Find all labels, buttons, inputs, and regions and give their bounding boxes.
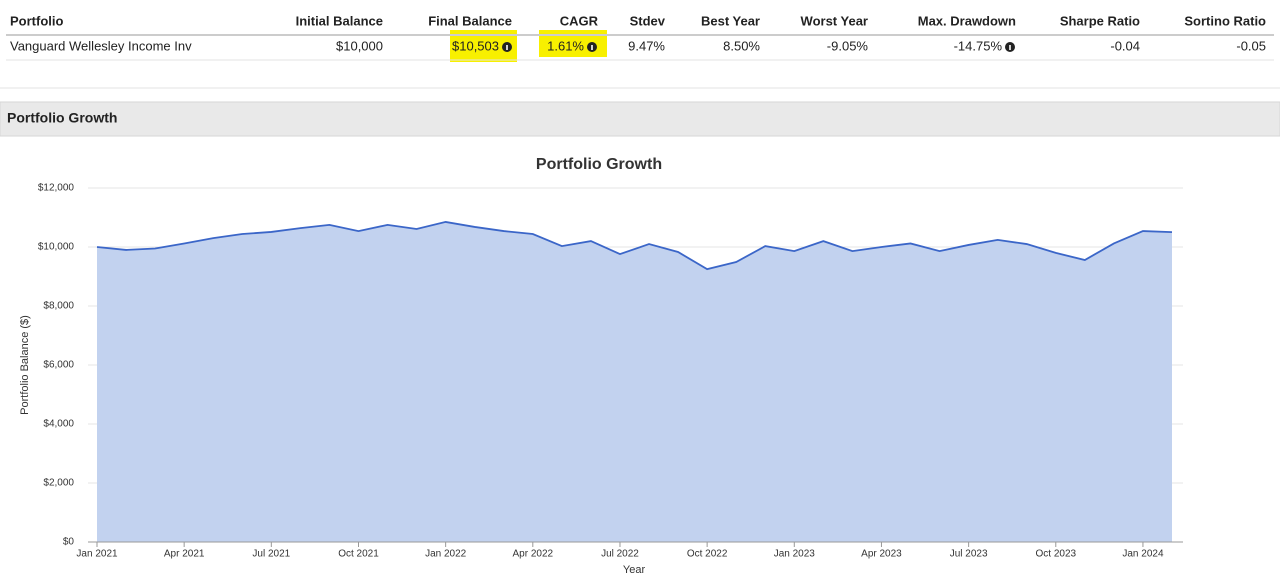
table-cell: -0.04 — [1110, 38, 1140, 53]
column-header: Best Year — [701, 13, 760, 28]
x-tick-label: Jul 2023 — [950, 549, 988, 560]
x-tick-label: Apr 2023 — [861, 549, 902, 560]
y-tick-label: $0 — [63, 537, 75, 548]
column-header: Sharpe Ratio — [1060, 13, 1140, 28]
x-tick-label: Jul 2022 — [601, 549, 639, 560]
section-title: Portfolio Growth — [7, 110, 117, 126]
x-axis-label: Year — [623, 564, 646, 576]
table-cell: 1.61% — [547, 38, 584, 53]
x-tick-label: Jul 2021 — [252, 549, 290, 560]
x-tick-label: Oct 2021 — [338, 549, 379, 560]
y-tick-label: $12,000 — [38, 183, 75, 194]
table-cell: -9.05% — [827, 38, 869, 53]
table-cell: $10,503 — [452, 38, 499, 53]
y-axis-label: Portfolio Balance ($) — [19, 315, 31, 415]
info-icon-glyph — [1009, 45, 1011, 50]
column-header: Final Balance — [428, 13, 512, 28]
info-icon-glyph — [506, 45, 508, 50]
section-header — [0, 101, 1280, 137]
y-tick-label: $6,000 — [43, 360, 74, 371]
info-icon-glyph — [591, 45, 593, 50]
y-tick-label: $2,000 — [43, 478, 74, 489]
column-header: Worst Year — [801, 13, 868, 28]
table-cell: $10,000 — [336, 38, 383, 53]
x-tick-label: Apr 2021 — [164, 549, 205, 560]
table-cell: -0.05 — [1236, 38, 1266, 53]
line — [96, 221, 1173, 271]
column-header: Max. Drawdown — [918, 13, 1016, 28]
x-tick-label: Jan 2022 — [425, 549, 467, 560]
x-tick-label: Oct 2022 — [687, 549, 728, 560]
y-tick-label: $4,000 — [43, 419, 74, 430]
table-cell: 8.50% — [723, 38, 760, 53]
x-tick-label: Jan 2021 — [76, 549, 118, 560]
x-tick-label: Jan 2024 — [1122, 549, 1164, 560]
table-cell: Vanguard Wellesley Income Inv — [10, 38, 192, 53]
column-header: CAGR — [560, 13, 599, 28]
column-header: Stdev — [630, 13, 666, 28]
column-header: Initial Balance — [296, 13, 383, 28]
y-tick-label: $10,000 — [38, 242, 75, 253]
y-tick-label: $8,000 — [43, 301, 74, 312]
x-tick-label: Apr 2022 — [513, 549, 554, 560]
column-header: Sortino Ratio — [1184, 13, 1266, 28]
x-tick-label: Jan 2023 — [774, 549, 816, 560]
chart-title: Portfolio Growth — [536, 156, 662, 173]
x-tick-label: Oct 2023 — [1035, 549, 1076, 560]
table-cell: -14.75% — [954, 38, 1003, 53]
area — [97, 221, 1172, 542]
table-cell: 9.47% — [628, 38, 665, 53]
column-header: Portfolio — [10, 13, 63, 28]
